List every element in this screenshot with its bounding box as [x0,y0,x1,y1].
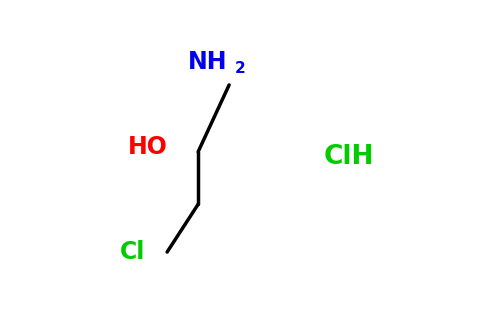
Text: HO: HO [128,135,168,159]
Text: Cl: Cl [120,240,145,264]
Text: ClH: ClH [324,144,374,170]
Text: NH: NH [188,50,227,74]
Text: 2: 2 [235,61,246,76]
